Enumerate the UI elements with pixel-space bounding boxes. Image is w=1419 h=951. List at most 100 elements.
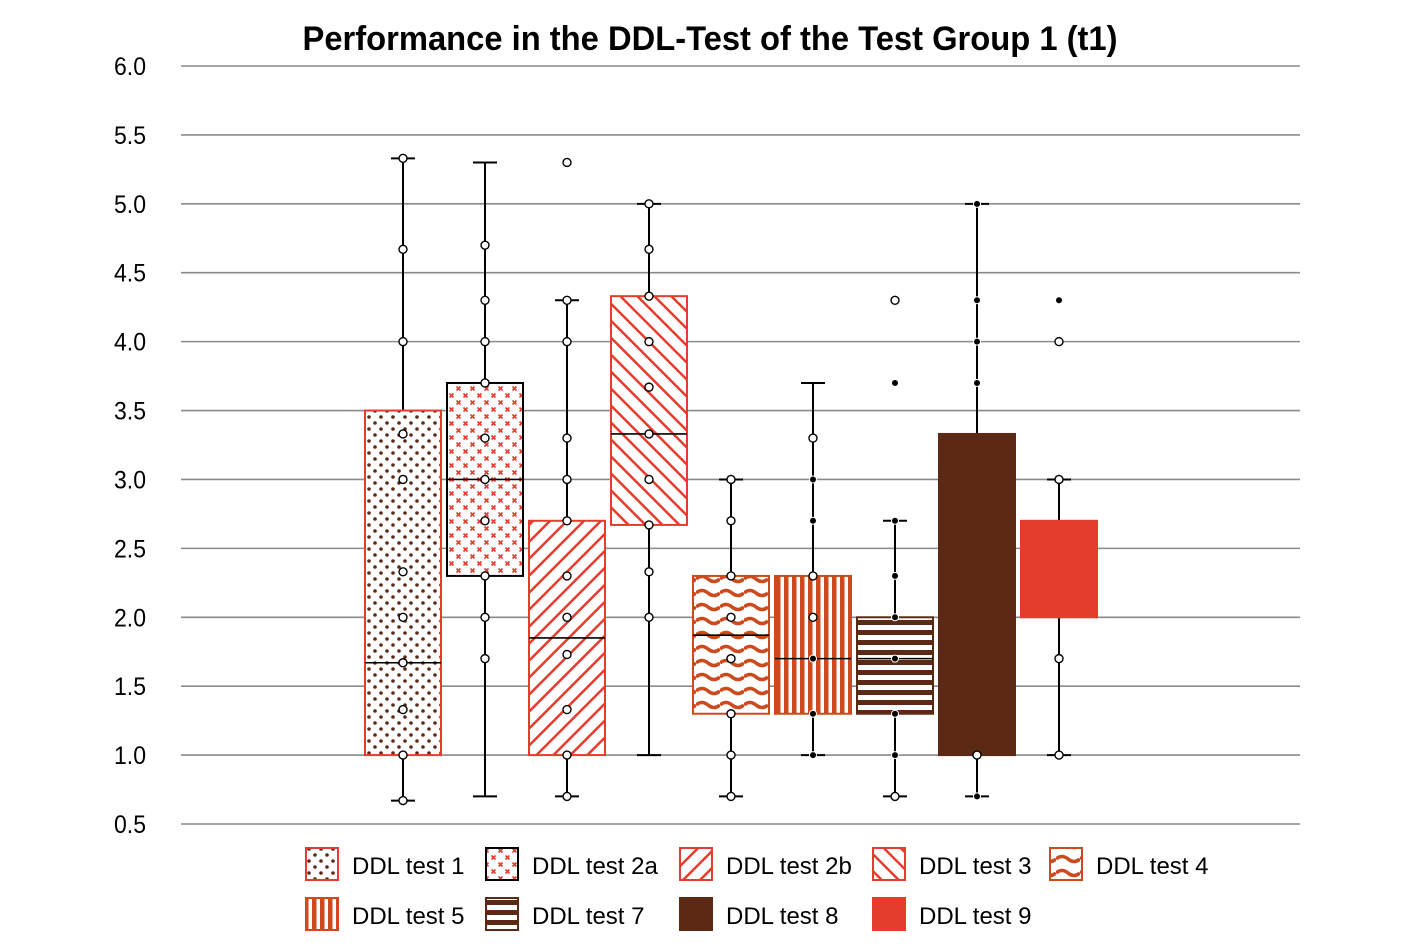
data-point	[644, 520, 654, 530]
data-point	[1054, 653, 1064, 664]
data-point	[562, 157, 572, 168]
data-point	[398, 244, 408, 254]
box-7	[856, 295, 934, 802]
box	[856, 616, 934, 715]
data-point	[480, 295, 490, 305]
data-point	[808, 433, 818, 443]
data-point	[809, 516, 817, 525]
y-tick-label: 2.0	[114, 604, 146, 632]
y-tick-label: 6.0	[114, 53, 146, 81]
y-tick-label: 3.0	[114, 466, 146, 494]
legend-item: DDL test 1	[305, 847, 465, 881]
data-point	[890, 295, 900, 305]
data-point	[1054, 336, 1064, 347]
legend-label: DDL test 1	[352, 853, 465, 880]
y-tick-label: 1.5	[114, 673, 146, 701]
data-point	[644, 429, 654, 439]
data-point	[480, 571, 490, 581]
data-point	[562, 791, 572, 802]
chart-title: Performance in the DDL-Test of the Test …	[303, 20, 1118, 58]
data-point	[644, 199, 654, 209]
data-point	[398, 795, 408, 806]
box-3	[528, 157, 606, 802]
legend-label: DDL test 5	[352, 903, 465, 930]
box-8	[938, 199, 1016, 801]
legend-item: DDL test 5	[305, 897, 465, 931]
box-1	[364, 153, 442, 806]
legend-item: DDL test 4	[1049, 847, 1209, 881]
legend-label: DDL test 7	[532, 903, 645, 930]
box	[938, 432, 1016, 757]
y-tick-label: 2.5	[114, 535, 146, 563]
data-point	[644, 244, 654, 254]
box	[610, 295, 688, 526]
box	[364, 409, 442, 757]
box-2	[446, 161, 524, 798]
legend-swatch	[872, 897, 906, 931]
data-point	[398, 429, 408, 439]
data-point	[726, 750, 736, 760]
legend-swatch	[679, 847, 713, 881]
data-point	[644, 474, 654, 485]
legend-label: DDL test 2b	[726, 853, 852, 880]
legend-label: DDL test 4	[1096, 853, 1209, 880]
data-point	[398, 704, 408, 715]
data-point	[562, 474, 572, 485]
legend-label: DDL test 9	[919, 903, 1032, 930]
y-tick-label: 4.0	[114, 329, 146, 357]
data-point	[891, 654, 899, 663]
data-point	[480, 433, 490, 443]
box-9	[1020, 296, 1098, 760]
data-point	[562, 336, 572, 347]
data-point	[973, 378, 981, 387]
legend-swatch	[305, 897, 339, 931]
legend-swatch	[872, 847, 906, 881]
box	[774, 574, 852, 715]
data-point	[644, 291, 654, 301]
data-point	[480, 653, 490, 664]
box-6	[774, 381, 852, 760]
legend-item: DDL test 2a	[485, 847, 658, 881]
data-point	[562, 704, 572, 715]
data-point	[808, 571, 818, 581]
data-point	[644, 382, 654, 392]
data-point	[726, 516, 736, 526]
data-point	[1055, 296, 1063, 305]
box	[692, 574, 770, 715]
y-tick-label: 3.5	[114, 398, 146, 426]
y-tick-label: 4.5	[114, 260, 146, 288]
data-point	[891, 709, 899, 718]
data-point	[972, 750, 982, 760]
data-point	[973, 296, 981, 305]
data-point	[480, 240, 490, 250]
legend-swatch	[485, 897, 519, 931]
data-point	[644, 612, 654, 622]
data-point	[562, 433, 572, 443]
data-point	[973, 199, 981, 208]
data-point	[726, 709, 736, 719]
data-point	[1054, 750, 1064, 760]
data-point	[891, 751, 899, 760]
data-point	[398, 750, 408, 760]
data-point	[562, 750, 572, 760]
data-point	[562, 295, 572, 305]
legend-item: DDL test 3	[872, 847, 1032, 881]
data-point	[480, 378, 490, 388]
y-tick-label: 5.0	[114, 191, 146, 219]
data-point	[973, 792, 981, 801]
data-point	[808, 612, 818, 622]
data-point	[891, 571, 899, 580]
data-point	[809, 709, 817, 718]
legend-label: DDL test 8	[726, 903, 839, 930]
data-point	[480, 516, 490, 526]
data-point	[398, 153, 408, 164]
data-point	[562, 612, 572, 622]
data-point	[726, 791, 736, 802]
data-point	[562, 571, 572, 581]
data-point	[973, 337, 981, 346]
y-tick-label: 5.5	[114, 122, 146, 150]
data-point	[398, 612, 408, 622]
data-point	[1054, 474, 1064, 485]
legend-swatch	[1049, 847, 1083, 881]
